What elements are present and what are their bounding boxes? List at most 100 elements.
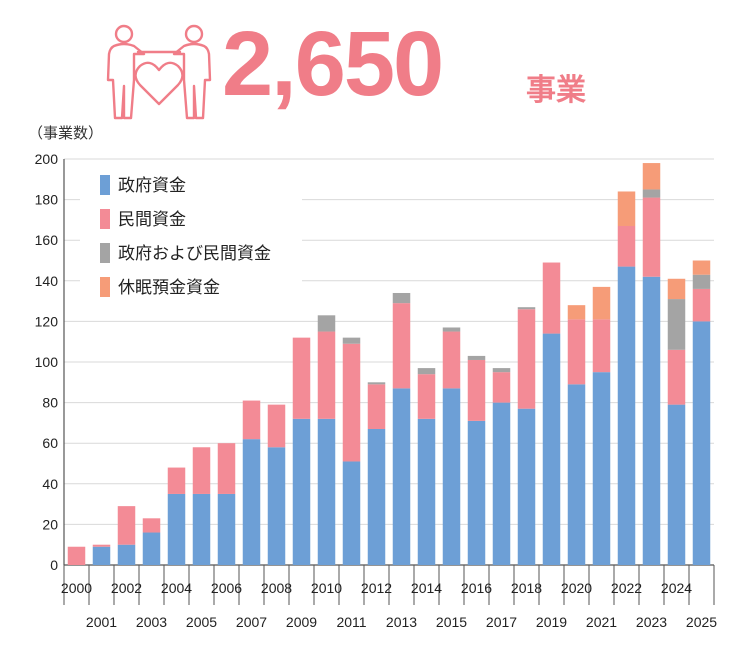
legend-label: 休眠預金資金	[118, 278, 220, 298]
x-tick-label: 2011	[336, 614, 366, 630]
bar-segment	[642, 197, 661, 277]
x-tick-label: 2018	[511, 580, 542, 596]
x-tick-label: 2002	[111, 580, 142, 596]
x-tick-label: 2022	[611, 580, 642, 596]
bar-segment	[367, 384, 386, 429]
x-tick-label: 2024	[661, 580, 692, 596]
bar-segment	[392, 388, 411, 565]
bar-segment	[667, 404, 686, 565]
bar-segment	[292, 337, 311, 419]
header: 2,650 事業 （事業数）	[0, 0, 750, 142]
bar-segment	[342, 461, 361, 565]
bar-segment	[417, 368, 436, 375]
bar-segment	[242, 400, 261, 440]
y-tick-label: 0	[50, 557, 58, 573]
bar-segment	[117, 544, 136, 565]
y-tick-label: 140	[35, 273, 59, 289]
bar-segment	[117, 506, 136, 545]
bar-segment	[242, 439, 261, 565]
bar-segment	[342, 343, 361, 462]
y-tick-label: 40	[42, 476, 58, 492]
bar-segment	[692, 274, 711, 289]
people-holding-heart-icon	[104, 24, 214, 128]
bar-segment	[542, 333, 561, 565]
y-tick-label: 200	[35, 151, 59, 167]
bar-segment	[167, 493, 186, 565]
bar-segment	[492, 368, 511, 373]
x-tick-label: 2008	[261, 580, 292, 596]
bar-segment	[667, 299, 686, 350]
bar-segment	[92, 544, 111, 547]
bar-segment	[517, 307, 536, 310]
y-tick-label: 120	[35, 313, 59, 329]
bar-segment	[542, 262, 561, 334]
bar-segment	[592, 319, 611, 373]
bar-segment	[317, 418, 336, 565]
y-axis-label: （事業数）	[28, 124, 104, 142]
bar-segment	[667, 278, 686, 300]
x-tick-label: 2013	[386, 614, 417, 630]
bar-segment	[692, 260, 711, 275]
x-tick-label: 2007	[236, 614, 267, 630]
bar-segment	[442, 388, 461, 565]
bar-segment	[592, 286, 611, 320]
x-tick-label: 2020	[561, 580, 592, 596]
bar-segment	[167, 467, 186, 494]
x-tick-label: 2012	[361, 580, 392, 596]
bar-segment	[617, 266, 636, 565]
x-tick-label: 2009	[286, 614, 317, 630]
x-tick-label: 2006	[211, 580, 242, 596]
x-tick-label: 2017	[486, 614, 517, 630]
bar-segment	[467, 355, 486, 360]
bar-segment	[517, 309, 536, 409]
bar-segment	[592, 372, 611, 565]
total-count: 2,650	[222, 13, 444, 115]
bar-segment	[217, 493, 236, 565]
bar-segment	[617, 225, 636, 267]
x-tick-label: 2025	[686, 614, 717, 630]
bar-segment	[367, 428, 386, 565]
bar-segment	[192, 447, 211, 494]
bar-segment	[617, 191, 636, 226]
bar-segment	[642, 276, 661, 565]
legend-swatch	[100, 277, 110, 297]
bar-segment	[567, 384, 586, 565]
y-tick-label: 20	[42, 516, 58, 532]
x-tick-label: 2015	[436, 614, 467, 630]
y-tick-label: 160	[35, 232, 59, 248]
x-tick-label: 2000	[61, 580, 92, 596]
bar-segment	[467, 420, 486, 565]
legend-label: 政府資金	[118, 176, 186, 196]
bar-segment	[142, 518, 161, 533]
legend-background	[80, 166, 302, 302]
bar-segment	[417, 418, 436, 565]
legend-swatch	[100, 209, 110, 229]
x-tick-label: 2010	[311, 580, 342, 596]
x-tick-label: 2005	[186, 614, 217, 630]
y-tick-label: 80	[42, 395, 58, 411]
bar-segment	[517, 408, 536, 565]
bar-segment	[392, 292, 411, 304]
y-tick-label: 100	[35, 354, 59, 370]
x-tick-label: 2021	[586, 614, 617, 630]
bar-segment	[317, 331, 336, 419]
bar-segment	[267, 404, 286, 448]
bar-segment	[692, 288, 711, 322]
x-tick-label: 2016	[461, 580, 492, 596]
legend-swatch	[100, 175, 110, 195]
bar-segment	[567, 319, 586, 385]
x-tick-label: 2023	[636, 614, 667, 630]
bar-segment	[567, 305, 586, 320]
bar-segment	[367, 382, 386, 385]
bar-segment	[467, 359, 486, 421]
y-tick-label: 60	[42, 435, 58, 451]
total-unit: 事業	[526, 73, 586, 108]
bar-segment	[442, 331, 461, 389]
bar-segment	[492, 372, 511, 403]
bar-segment	[667, 349, 686, 405]
bar-segment	[417, 374, 436, 419]
x-tick-label: 2001	[86, 614, 117, 630]
legend-label: 民間資金	[118, 210, 186, 230]
legend-label: 政府および民間資金	[118, 244, 271, 264]
